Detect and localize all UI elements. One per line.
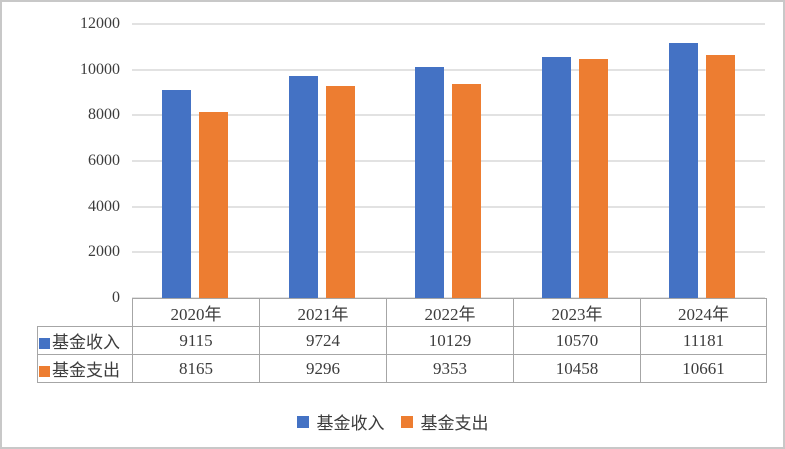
gridline-6000 <box>132 160 765 162</box>
expense-2022: 9353 <box>386 354 514 383</box>
table-row-income: 基金收入 9115 9724 10129 10570 11181 <box>37 326 767 355</box>
plot-area <box>132 23 765 299</box>
table-header-2021: 2021年 <box>259 298 387 327</box>
y-axis-label-12000: 12000 <box>80 15 120 32</box>
bar-group-2021年 <box>259 24 386 298</box>
table-header-2020: 2020年 <box>132 298 260 327</box>
row-label-income: 基金收入 <box>37 326 133 355</box>
data-table: 2020年 2021年 2022年 2023年 2024年 基金收入 9115 … <box>37 298 767 383</box>
bar-基金支出-2023年 <box>579 59 609 298</box>
bar-基金支出-2021年 <box>325 85 355 298</box>
table-corner-cell <box>38 299 133 327</box>
gridline-10000 <box>132 68 765 71</box>
gridline-8000 <box>132 114 765 117</box>
table-header-2022: 2022年 <box>386 298 514 327</box>
bar-基金支出-2024年 <box>705 54 735 298</box>
table-row-expense: 基金支出 8165 9296 9353 10458 10661 <box>37 354 767 383</box>
income-2023: 10570 <box>513 326 641 355</box>
legend-income-swatch-icon <box>296 415 309 428</box>
y-axis: 0 2000 4000 6000 8000 10000 12000 <box>2 16 120 306</box>
bar-基金收入-2021年 <box>288 75 318 298</box>
expense-2020: 8165 <box>132 354 260 383</box>
income-2022: 10129 <box>386 326 514 355</box>
y-axis-label-10000: 10000 <box>80 60 120 78</box>
y-axis-label-4000: 4000 <box>88 197 120 215</box>
income-swatch-icon <box>39 338 50 349</box>
legend-item-income: 基金收入 <box>296 409 385 434</box>
y-axis-label-0: 0 <box>112 289 120 306</box>
gridline-2000 <box>132 251 765 254</box>
expense-2024: 10661 <box>640 354 767 383</box>
income-2021: 9724 <box>259 326 387 355</box>
bar-基金支出-2022年 <box>452 84 482 298</box>
y-axis-label-8000: 8000 <box>88 106 120 124</box>
chart-legend: 基金收入 基金支出 <box>2 409 783 434</box>
gridline-4000 <box>132 205 765 208</box>
legend-expense-swatch-icon <box>400 415 413 428</box>
y-axis-label-6000: 6000 <box>88 152 120 169</box>
bar-group-2023年 <box>512 24 639 298</box>
bar-group-2020年 <box>132 24 259 298</box>
table-header-2023: 2023年 <box>513 298 641 327</box>
income-2020: 9115 <box>132 326 260 355</box>
expense-swatch-icon <box>39 366 50 377</box>
gridline-12000 <box>132 23 765 25</box>
table-header-2024: 2024年 <box>640 298 767 327</box>
expense-2023: 10458 <box>513 354 641 383</box>
row-label-expense: 基金支出 <box>37 354 133 383</box>
y-axis-label-2000: 2000 <box>88 243 120 261</box>
table-header-row: 2020年 2021年 2022年 2023年 2024年 <box>38 298 767 327</box>
bar-基金收入-2023年 <box>542 56 572 298</box>
bar-基金收入-2022年 <box>415 66 445 298</box>
legend-expense-label: 基金支出 <box>420 414 489 433</box>
income-2024: 11181 <box>640 326 767 355</box>
bar-group-2024年 <box>638 24 765 298</box>
row-label-expense-text: 基金支出 <box>52 361 120 380</box>
row-label-income-text: 基金收入 <box>52 333 120 352</box>
bar-groups <box>132 24 765 298</box>
bar-基金收入-2020年 <box>162 89 192 298</box>
legend-item-expense: 基金支出 <box>400 409 489 434</box>
legend-income-label: 基金收入 <box>316 414 385 433</box>
bar-group-2022年 <box>385 24 512 298</box>
bar-基金支出-2020年 <box>199 111 229 298</box>
bar-基金收入-2024年 <box>668 42 698 298</box>
expense-2021: 9296 <box>259 354 387 383</box>
